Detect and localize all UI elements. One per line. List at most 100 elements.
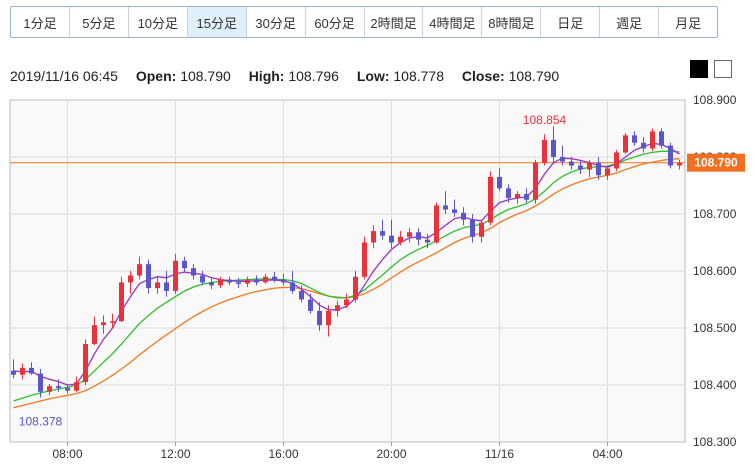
candle [47,383,52,396]
candle [344,293,349,309]
tab-timeframe[interactable]: 8時間足 [482,7,542,37]
candle [668,142,673,169]
candle [434,202,439,244]
candle-body [290,282,295,291]
candle [506,184,511,203]
candle [461,207,466,226]
tab-timeframe[interactable]: 5分足 [70,7,129,37]
candle [308,293,313,314]
candle-body [533,162,538,200]
candle [542,134,547,166]
tab-timeframe[interactable]: 30分足 [247,7,306,37]
candle [632,131,637,146]
low-label: Low: [356,68,390,84]
candle [173,253,178,294]
candle [641,137,646,153]
candle-body [146,264,151,289]
tab-timeframe[interactable]: 月足 [675,15,702,31]
candle [245,276,250,287]
tab-timeframe[interactable]: 10分足 [129,7,188,37]
candle [56,379,61,392]
candle-body [137,264,142,276]
candle-body [398,236,403,243]
candle [299,285,304,303]
low-value: 108.778 [393,68,444,84]
candle [398,231,403,246]
candle-body [65,387,70,391]
candle-body [578,165,583,170]
candle [488,171,493,226]
close-value: 108.790 [508,68,560,84]
candle-body [632,135,637,143]
candle-body [515,194,520,199]
x-tick-label: 16:00 [268,447,298,461]
candle [479,219,484,243]
candle-body [254,279,259,283]
candle-body [101,322,106,326]
candle-body [335,305,340,311]
tab-timeframe[interactable]: 2時間足 [365,7,424,37]
candle-body [623,135,628,153]
candle [65,383,70,394]
candle-body [371,231,376,243]
candle-body [596,162,601,176]
candle-body [236,282,241,284]
y-tick-label: 108.500 [693,321,737,335]
candle [677,159,682,170]
x-tick-label: 12:00 [160,447,190,461]
candle-body [164,282,169,291]
current-price-label: 108.790 [694,156,738,170]
candle [353,271,358,303]
candle [407,228,412,243]
candle-body [227,279,232,283]
candle [605,165,610,180]
tab-timeframe[interactable]: 日足 [541,7,601,37]
candle [317,302,322,331]
x-tick-label: 20:00 [376,447,406,461]
candle-body [245,279,250,284]
candle [83,339,88,385]
candle-body [605,168,610,176]
y-tick-label: 108.700 [693,207,737,221]
candle-body [317,310,322,326]
candle-body [29,367,34,374]
candle [569,157,574,170]
candle [110,313,115,328]
candle [191,264,196,280]
candle-body [344,299,349,306]
candle-body [362,242,367,277]
candle-body [542,139,547,163]
candle-body [173,260,178,291]
tab-timeframe[interactable]: 4時間足 [423,7,483,37]
tab-timeframe[interactable]: 15分足 [187,7,247,37]
x-tick-label: 04:00 [592,447,622,461]
candle-body [74,382,79,391]
candle [29,362,34,375]
candle [209,277,214,290]
candle [380,219,385,240]
light-theme-button[interactable] [714,60,732,78]
candle-body [47,386,52,392]
candle-body [461,212,466,220]
tab-timeframe[interactable]: 1分足 [11,7,70,37]
tab-timeframe[interactable]: 60分足 [306,7,365,37]
candle-body [272,276,277,280]
candle [497,168,502,192]
candle-body [434,205,439,243]
candle-body [425,239,430,243]
candle-body [641,142,646,149]
candle [524,188,529,203]
candle [587,159,592,177]
candle [182,256,187,273]
high-value: 108.796 [288,68,339,84]
candle [227,276,232,286]
tab-timeframe[interactable]: 週足 [600,7,660,37]
high-label: High: [248,68,285,84]
candle [155,276,160,294]
candle-body [20,367,25,375]
candle-body [128,275,133,283]
dark-theme-button[interactable] [690,60,708,78]
candle [443,191,448,214]
candle-body [488,176,493,223]
